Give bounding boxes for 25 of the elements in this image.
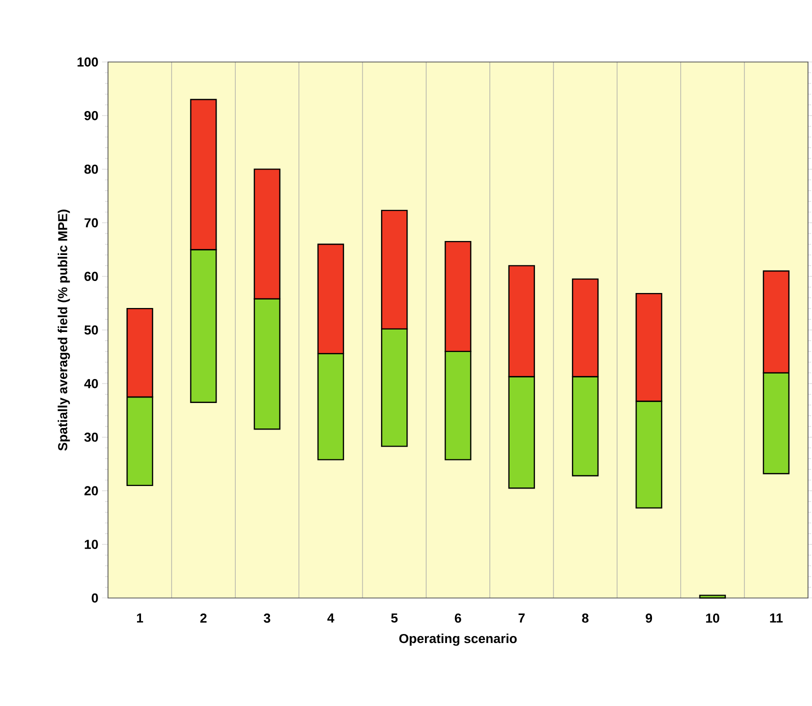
x-tick-label: 9 [646, 614, 652, 623]
y-tick-label: 50 [84, 325, 98, 335]
x-tick-label: 8 [582, 614, 588, 623]
y-tick-label: 40 [84, 378, 98, 388]
x-tick-label: 5 [391, 614, 398, 623]
y-tick-label: 90 [84, 110, 98, 120]
y-tick-label: 20 [84, 486, 98, 496]
x-tick-label: 4 [327, 614, 334, 622]
y-tick-label: 100 [78, 57, 98, 67]
x-tick-label: 6 [454, 614, 462, 623]
x-tick-label: 1 [137, 614, 144, 622]
y-tick-label: 0 [92, 593, 98, 603]
y-tick-label: 30 [84, 432, 98, 442]
x-tick-label: 2 [200, 614, 207, 623]
y-tick-label: 10 [84, 540, 98, 549]
y-tick-label: 60 [84, 272, 98, 281]
x-tick-label: 11 [770, 614, 783, 622]
x-axis-title: Operating scenario [399, 634, 517, 646]
x-tick-label: 3 [264, 614, 270, 623]
bar [699, 594, 726, 599]
x-tick-label: 10 [706, 614, 720, 623]
y-tick-label: 70 [84, 218, 98, 228]
y-axis-title: Spatially averaged field (% public MPE) [58, 210, 70, 451]
y-tick-label: 80 [84, 164, 98, 174]
x-tick-label: 7 [518, 614, 525, 622]
